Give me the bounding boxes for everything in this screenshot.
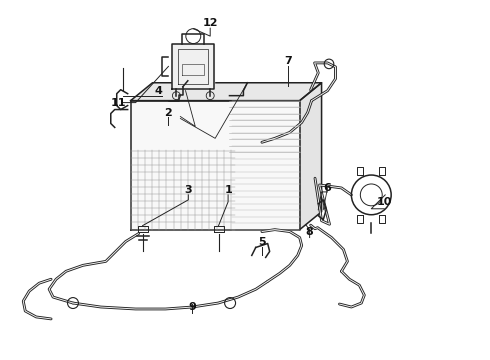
Text: 12: 12 bbox=[202, 18, 218, 28]
Text: 11: 11 bbox=[111, 98, 126, 108]
Polygon shape bbox=[131, 100, 300, 230]
Polygon shape bbox=[300, 83, 321, 230]
Text: 6: 6 bbox=[323, 183, 331, 193]
Text: 7: 7 bbox=[284, 56, 292, 66]
Polygon shape bbox=[172, 44, 214, 89]
Text: 2: 2 bbox=[165, 108, 172, 117]
Text: 9: 9 bbox=[188, 302, 196, 312]
Text: 4: 4 bbox=[154, 86, 162, 96]
Text: 8: 8 bbox=[306, 226, 314, 237]
Text: 5: 5 bbox=[258, 237, 266, 247]
Text: 3: 3 bbox=[185, 185, 192, 195]
Text: 10: 10 bbox=[376, 197, 392, 207]
Text: 1: 1 bbox=[224, 185, 232, 195]
Polygon shape bbox=[131, 83, 321, 100]
